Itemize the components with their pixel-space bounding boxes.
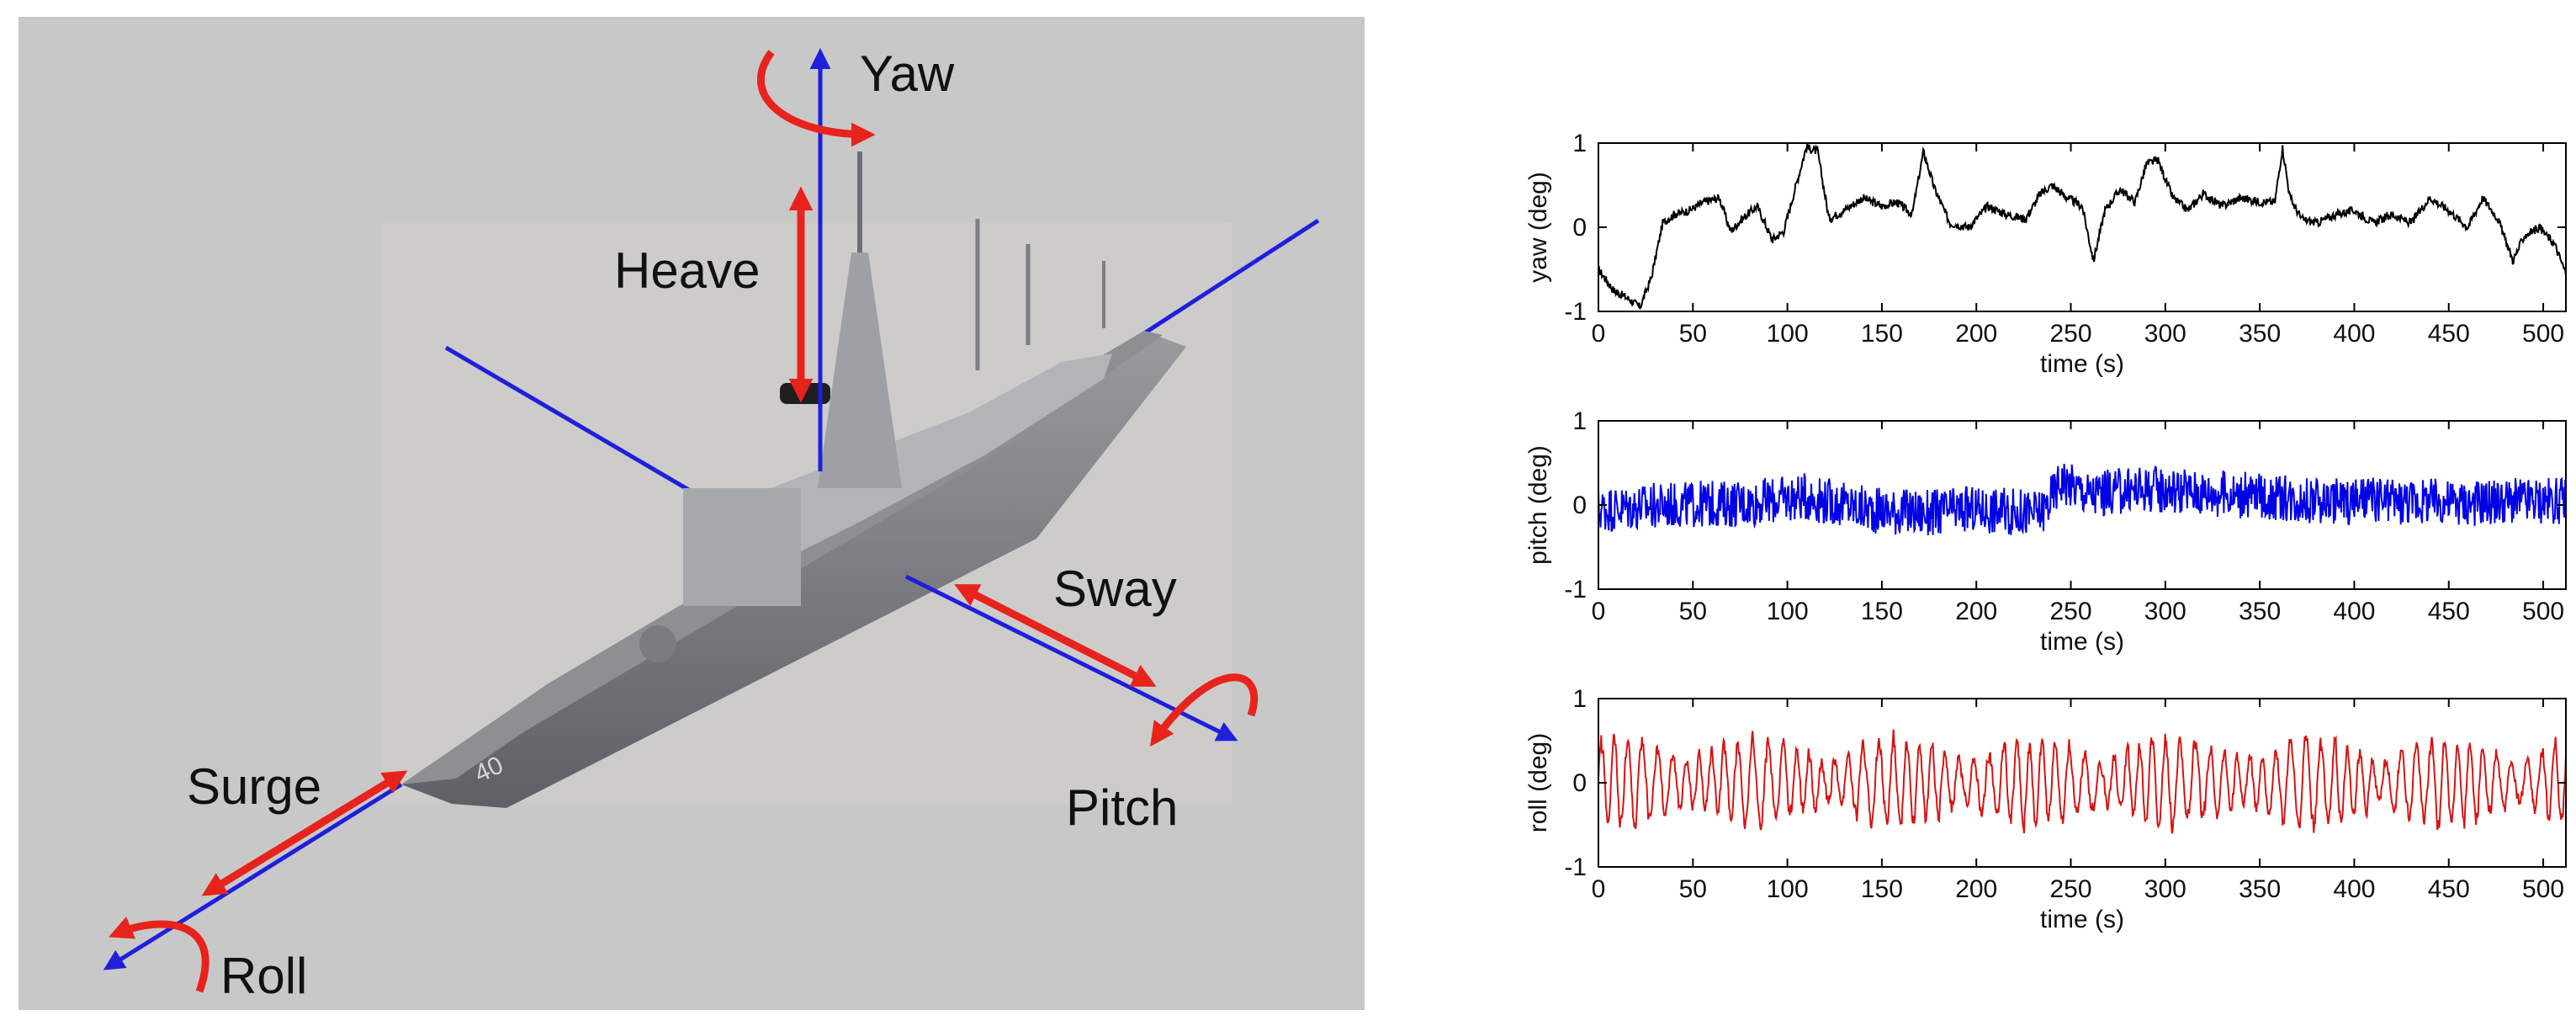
motion-time-series: 0 50 100 150 200 250 300 350 400 450 500 -1 0 1 time (… [1497,109,2576,1002]
pitch-x-tick-label: 100 [1767,598,1809,625]
roll-x-tick-label: 0 [1592,875,1606,903]
yaw-y-tick-label: 1 [1572,130,1587,157]
sway-arrow [954,583,1157,688]
pitch-x-tick-label: 250 [2049,598,2091,625]
roll-x-tick-label: 350 [2239,875,2281,903]
yaw-rotation-arrow [757,50,876,147]
frigate-illustration: 40 [401,152,1186,808]
roll-x-tick-label: 450 [2428,875,2470,903]
yaw-x-tick-label: 350 [2239,320,2281,348]
yaw-x-tick-label: 100 [1767,320,1809,348]
roll-x-tick-label: 100 [1767,875,1809,903]
heave-label: Heave [614,242,760,299]
yaw-x-tick-label: 0 [1592,320,1606,348]
pitch-x-tick-label: 300 [2144,598,2186,625]
pitch-x-axis-label: time (s) [2040,628,2124,656]
yaw-series-line [1598,143,2566,310]
sway-label: Sway [1053,561,1177,617]
yaw-x-tick-label: 200 [1955,320,1997,348]
yaw-axes-box [1598,142,2567,312]
diagram-svg: 40 Yaw Heave Sway Pitch Surge Roll [19,17,1365,1010]
radar-dome [780,383,830,404]
roll-x-tick-label: 400 [2333,875,2375,903]
surge-label: Surge [187,758,321,815]
yaw-y-axis-label: yaw (deg) [1524,172,1552,283]
yaw-x-tick-label: 50 [1679,320,1707,348]
pitch-x-tick-label: 150 [1861,598,1903,625]
roll-rotation-arrow [109,916,209,993]
pitch-y-tick-label: -1 [1564,576,1587,603]
surge-arrow [201,770,408,896]
roll-y-tick-label: 1 [1572,685,1587,713]
roll-x-tick-label: 200 [1955,875,1997,903]
pitch-x-tick-label: 0 [1592,598,1606,625]
roll-x-tick-label: 250 [2049,875,2091,903]
pitch-x-tick-label: 400 [2333,598,2375,625]
pitch-x-tick-label: 50 [1679,598,1707,625]
pitch-y-tick-label: 0 [1572,492,1587,519]
roll-x-axis-label: time (s) [2040,906,2124,933]
yaw-x-tick-label: 500 [2522,320,2564,348]
gun-turret [639,625,676,662]
pitch-series-line [1598,463,2566,535]
roll-y-tick-label: -1 [1564,853,1587,881]
yaw-y-tick-label: -1 [1564,298,1587,326]
roll-y-axis-label: roll (deg) [1524,733,1552,832]
yaw-x-tick-label: 400 [2333,320,2375,348]
roll-label: Roll [220,948,307,1004]
pitch-label: Pitch [1066,779,1178,836]
yaw-x-tick-label: 300 [2144,320,2186,348]
pitch-x-tick-label: 200 [1955,598,1997,625]
yaw-y-tick-label: 0 [1572,214,1587,242]
roll-x-tick-label: 500 [2522,875,2564,903]
pitch-y-tick-label: 1 [1572,407,1587,435]
yaw-x-tick-label: 150 [1861,320,1903,348]
yaw-x-axis-label: time (s) [2040,350,2124,378]
roll-x-tick-label: 150 [1861,875,1903,903]
roll-series-line [1598,729,2566,834]
pitch-y-axis-label: pitch (deg) [1524,445,1552,565]
yaw-x-tick-label: 250 [2049,320,2091,348]
roll-x-tick-label: 300 [2144,875,2186,903]
bridge-block [683,488,801,606]
mast [818,253,902,488]
yaw-label: Yaw [860,45,955,102]
ship-motion-diagram: 40 Yaw Heave Sway Pitch Surge Roll [19,17,1365,1010]
pitch-x-tick-label: 500 [2522,598,2564,625]
pitch-x-tick-label: 350 [2239,598,2281,625]
pitch-rotation-arrow [1150,673,1259,747]
pitch-x-tick-label: 450 [2428,598,2470,625]
roll-x-tick-label: 50 [1679,875,1707,903]
yaw-x-tick-label: 450 [2428,320,2470,348]
roll-y-tick-label: 0 [1572,769,1587,797]
